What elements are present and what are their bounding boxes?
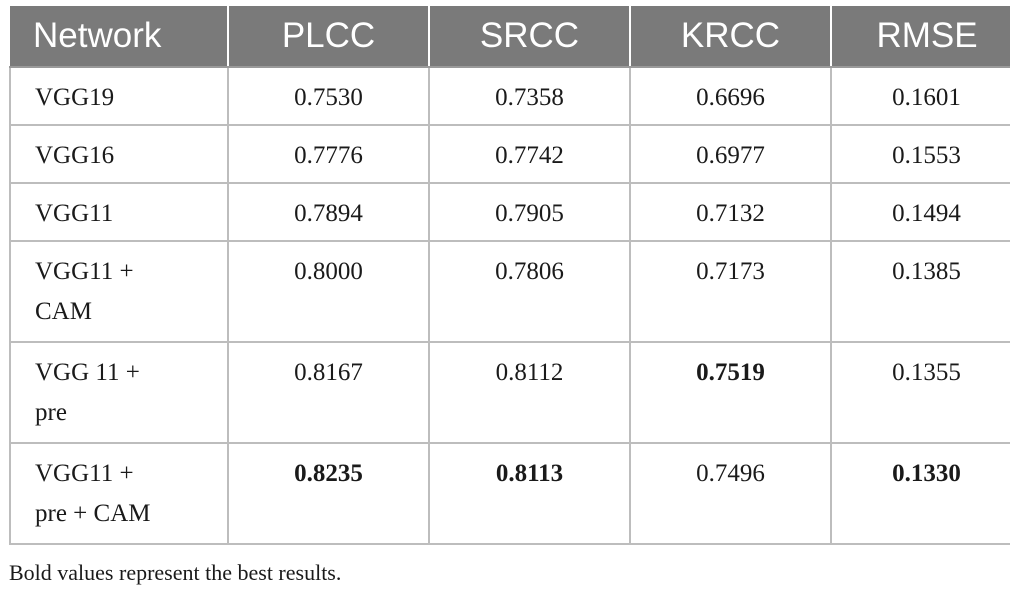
network-line-1: VGG11 + [35,258,134,285]
cell-network: VGG11 + CAM [9,240,229,343]
cell-krcc: 0.7496 [629,442,832,545]
table-header: Network PLCC SRCC KRCC RMSE [10,6,1010,68]
cell-plcc: 0.7776 [227,124,430,184]
cell-srcc: 0.7905 [428,182,631,242]
cell-rmse: 0.1601 [830,66,1010,126]
table-row: VGG 11 + pre 0.8167 0.8112 0.7519 0.1355 [9,341,1010,444]
cell-plcc: 0.8000 [227,240,430,343]
header-row: Network PLCC SRCC KRCC RMSE [10,6,1010,68]
table-body: VGG19 0.7530 0.7358 0.6696 0.1601 VGG16 … [9,66,1010,545]
results-table: Network PLCC SRCC KRCC RMSE VGG19 0.7530… [9,6,1010,545]
header-plcc: PLCC [228,6,430,68]
network-line-1: VGG 11 + [35,359,140,386]
network-line-2: pre [35,399,67,426]
cell-plcc: 0.7530 [227,66,430,126]
cell-rmse: 0.1553 [830,124,1010,184]
cell-plcc-best: 0.8235 [227,442,430,545]
cell-network: VGG16 [9,124,229,184]
cell-network: VGG19 [9,66,229,126]
network-line-1: VGG11 + [35,460,134,487]
cell-srcc: 0.7358 [428,66,631,126]
cell-krcc: 0.6977 [629,124,832,184]
network-line-2: CAM [35,298,92,325]
cell-network: VGG11 [9,182,229,242]
cell-srcc-best: 0.8113 [428,442,631,545]
table-row: VGG16 0.7776 0.7742 0.6977 0.1553 [9,124,1010,184]
table-footnote: Bold values represent the best results. [9,560,342,585]
results-table-container: Network PLCC SRCC KRCC RMSE VGG19 0.7530… [9,6,1010,545]
cell-network: VGG11 + pre + CAM [9,442,229,545]
cell-krcc: 0.7132 [629,182,832,242]
header-srcc: SRCC [429,6,631,68]
table-row: VGG11 + CAM 0.8000 0.7806 0.7173 0.1385 [9,240,1010,343]
table-row: VGG19 0.7530 0.7358 0.6696 0.1601 [9,66,1010,126]
header-rmse: RMSE [831,6,1010,68]
header-network: Network [10,6,229,68]
cell-srcc: 0.7742 [428,124,631,184]
cell-srcc: 0.8112 [428,341,631,444]
cell-krcc-best: 0.7519 [629,341,832,444]
cell-rmse: 0.1494 [830,182,1010,242]
cell-network: VGG 11 + pre [9,341,229,444]
cell-krcc: 0.7173 [629,240,832,343]
table-row: VGG11 0.7894 0.7905 0.7132 0.1494 [9,182,1010,242]
cell-rmse: 0.1355 [830,341,1010,444]
cell-plcc: 0.7894 [227,182,430,242]
cell-srcc: 0.7806 [428,240,631,343]
cell-plcc: 0.8167 [227,341,430,444]
network-line-2: pre + CAM [35,500,151,527]
cell-krcc: 0.6696 [629,66,832,126]
cell-rmse: 0.1385 [830,240,1010,343]
cell-rmse-best: 0.1330 [830,442,1010,545]
header-krcc: KRCC [630,6,832,68]
table-row: VGG11 + pre + CAM 0.8235 0.8113 0.7496 0.… [9,442,1010,545]
